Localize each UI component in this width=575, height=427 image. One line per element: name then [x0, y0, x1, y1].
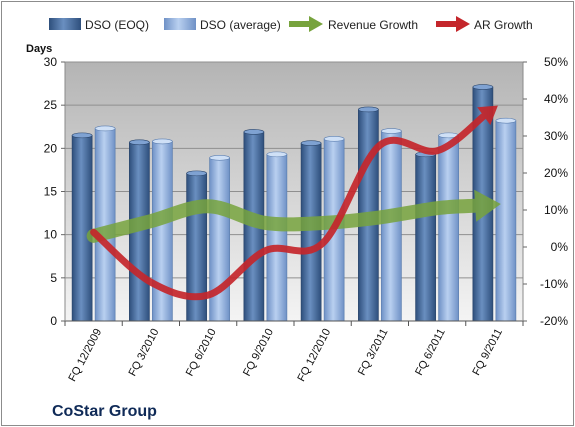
y-tick-label: 20: [44, 141, 58, 155]
growth-lines: [86, 105, 501, 301]
x-tick-label: FQ 12/2009: [66, 327, 104, 384]
company-name: CoStar Group: [52, 403, 157, 420]
y2-tick-label: 20%: [544, 166, 568, 180]
bar-cap-dso-eoq: [358, 106, 379, 113]
line-revenue-growth: [86, 189, 501, 243]
y2-tick-label: -10%: [540, 277, 568, 291]
bar-cap-dso-average: [209, 155, 230, 161]
line-arrowhead-revenue-growth: [474, 189, 501, 222]
bar-cap-dso-eoq: [71, 132, 93, 139]
legend-swatch-dso-average: [164, 18, 196, 30]
x-tick-label: FQ 12/2010: [295, 327, 333, 384]
legend-label-ar-growth: AR Growth: [474, 18, 533, 32]
x-tick-label: FQ 3/2010: [127, 327, 162, 379]
bar-cap-dso-average: [495, 117, 517, 124]
bar-cap-dso-average: [152, 138, 173, 145]
legend-swatch-dso-eoq: [49, 18, 81, 30]
bar-cap-dso-eoq: [129, 139, 150, 146]
y-tick-label: 0: [50, 314, 57, 328]
bar-dso-average: [381, 130, 402, 322]
y2-axis-ticks: -20% -10% 0% 10% 20% 30% 40% 50%: [523, 55, 568, 328]
bars: [71, 84, 517, 322]
bar-cap-dso-average: [266, 151, 288, 158]
bar-cap-dso-eoq: [186, 170, 207, 177]
bar-dso-average: [266, 154, 288, 322]
y2-tick-label: 50%: [544, 55, 568, 69]
y2-tick-label: 30%: [544, 129, 568, 143]
y-tick-label: 10: [44, 228, 58, 242]
x-tick-label: FQ 9/2010: [241, 327, 276, 379]
line-path-ar-growth: [90, 112, 488, 301]
bar-cap-dso-eoq: [472, 84, 494, 90]
x-tick-label: FQ 6/2010: [184, 327, 219, 379]
legend-swatch-ar-growth: [436, 16, 470, 32]
bar-cap-dso-eoq: [300, 140, 322, 146]
y2-tick-label: 0%: [551, 240, 569, 254]
y-tick-label: 5: [50, 271, 57, 285]
legend: DSO (EOQ) DSO (average) Revenue Growth A…: [49, 16, 533, 32]
line-path-revenue-growth: [86, 198, 483, 243]
x-axis-ticks: FQ 12/2009 FQ 3/2010 FQ 6/2010 FQ 9/2010 FQ …: [64, 321, 524, 384]
bar-dso-average: [495, 120, 517, 322]
y-axis-ticks: 0 5 10 15 20 25 30: [44, 55, 65, 328]
bar-dso-eoq: [71, 135, 93, 322]
line-arrowhead-ar-growth: [477, 105, 498, 125]
y-tick-label: 25: [44, 98, 58, 112]
y-tick-label: 30: [44, 55, 58, 69]
legend-label-dso-eoq: DSO (EOQ): [85, 18, 149, 32]
y2-tick-label: 10%: [544, 203, 568, 217]
y-axis-title: Days: [26, 43, 52, 55]
bar-dso-eoq: [415, 154, 436, 322]
x-tick-label: FQ 3/2011: [356, 327, 391, 378]
legend-swatch-revenue-growth: [289, 16, 323, 32]
x-tick-label: FQ 9/2011: [470, 327, 505, 378]
y2-tick-label: 40%: [544, 92, 568, 106]
y2-tick-label: -20%: [540, 314, 568, 328]
line-ar-growth: [90, 105, 498, 301]
x-tick-label: FQ 6/2011: [413, 327, 448, 378]
legend-label-dso-average: DSO (average): [200, 18, 281, 32]
bar-cap-dso-average: [381, 128, 402, 134]
bar-dso-average: [438, 135, 459, 322]
legend-label-revenue-growth: Revenue Growth: [328, 18, 418, 32]
y-tick-label: 15: [44, 185, 58, 199]
bar-cap-dso-eoq: [243, 129, 265, 135]
bar-cap-dso-average: [323, 136, 345, 142]
bar-dso-eoq: [300, 142, 322, 322]
bar-cap-dso-average: [94, 125, 116, 132]
